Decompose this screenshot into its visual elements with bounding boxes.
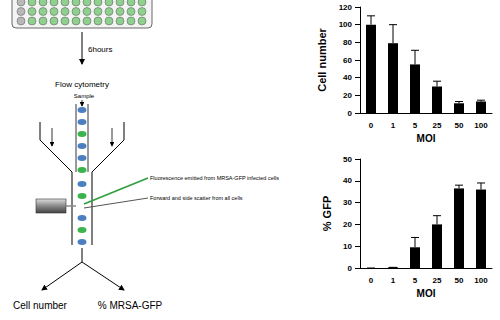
svg-text:MOI: MOI: [417, 133, 436, 144]
svg-text:25: 25: [433, 276, 442, 285]
svg-text:1: 1: [391, 121, 396, 130]
svg-text:100: 100: [474, 276, 488, 285]
svg-text:40: 40: [343, 73, 352, 82]
svg-text:0: 0: [348, 109, 353, 118]
svg-text:5: 5: [413, 121, 418, 130]
svg-text:120: 120: [339, 3, 353, 12]
svg-text:100: 100: [474, 121, 488, 130]
svg-text:% GFP: % GFP: [321, 196, 333, 231]
svg-text:10: 10: [343, 242, 352, 251]
svg-text:60: 60: [343, 56, 352, 65]
svg-text:50: 50: [343, 155, 352, 164]
svg-text:Fluorescence emitted from MRSA: Fluorescence emitted from MRSA-GFP infec…: [150, 175, 279, 181]
svg-text:25: 25: [433, 121, 442, 130]
svg-text:0: 0: [348, 264, 353, 273]
svg-text:50: 50: [455, 121, 464, 130]
svg-text:20: 20: [343, 91, 352, 100]
svg-text:Flow cytometry: Flow cytometry: [55, 80, 109, 89]
svg-text:50: 50: [455, 276, 464, 285]
svg-text:% MRSA-GFP: % MRSA-GFP: [98, 300, 163, 311]
svg-text:80: 80: [343, 38, 352, 47]
svg-text:30: 30: [343, 198, 352, 207]
svg-text:Sample: Sample: [74, 93, 95, 99]
svg-text:0: 0: [369, 276, 374, 285]
svg-text:5: 5: [413, 276, 418, 285]
svg-text:MOI: MOI: [417, 288, 436, 299]
svg-text:Cell number: Cell number: [316, 28, 328, 92]
svg-text:Cell number: Cell number: [13, 300, 68, 311]
svg-text:100: 100: [339, 20, 353, 29]
svg-text:0: 0: [369, 121, 374, 130]
svg-text:1: 1: [391, 276, 396, 285]
svg-text:Forward and side scatter from: Forward and side scatter from all cells: [150, 195, 243, 201]
svg-text:6hours: 6hours: [88, 45, 112, 54]
svg-text:40: 40: [343, 176, 352, 185]
svg-text:20: 20: [343, 220, 352, 229]
